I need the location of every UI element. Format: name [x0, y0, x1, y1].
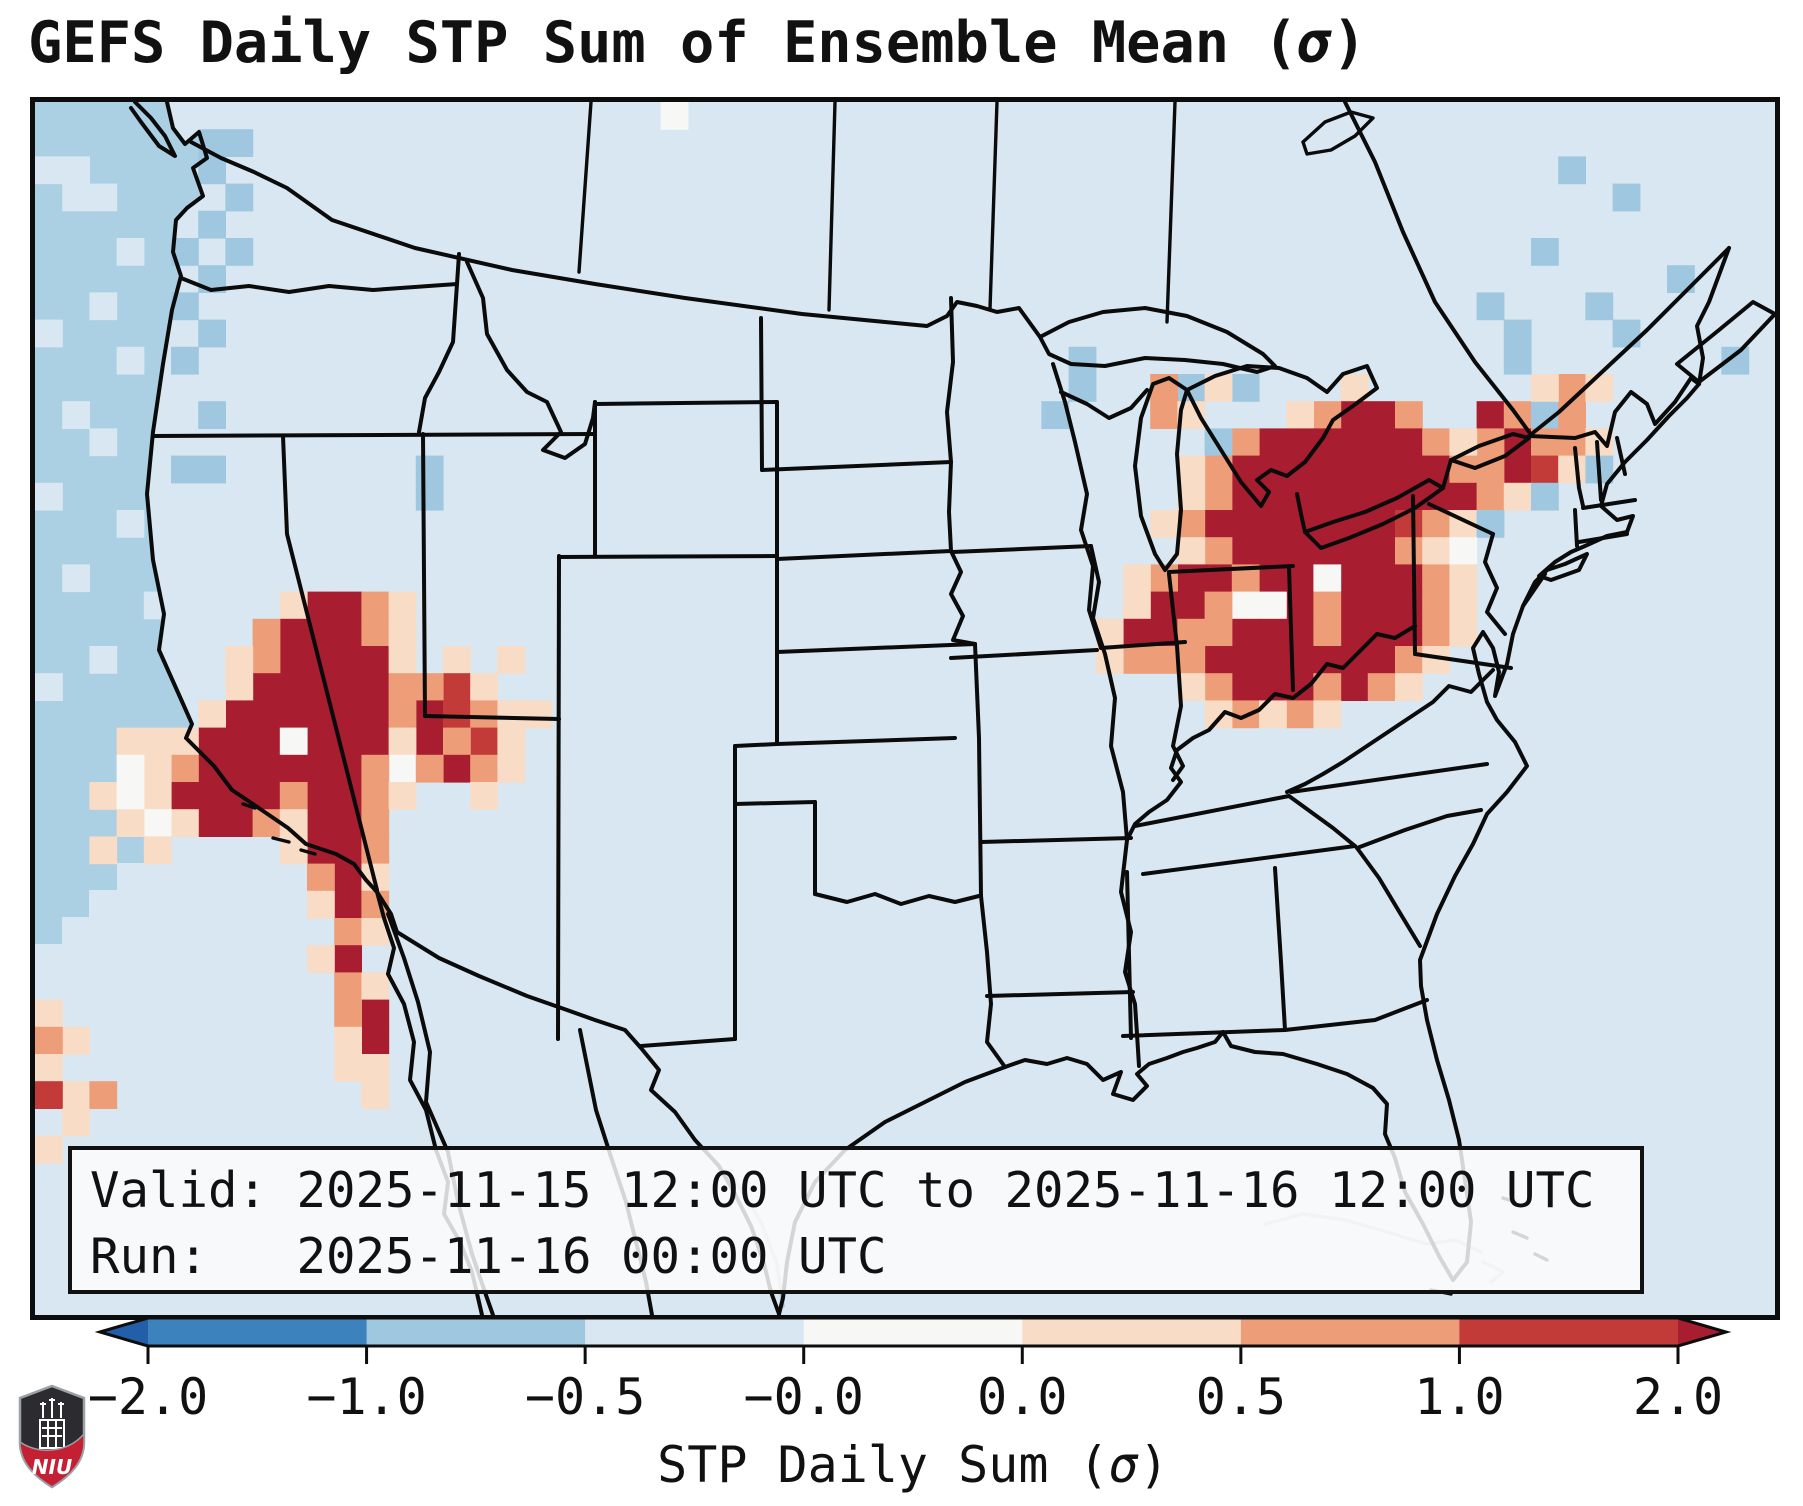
- lake-ontario: [1449, 432, 1531, 470]
- svg-text:−2.0: −2.0: [90, 1368, 208, 1426]
- svg-text:2.0: 2.0: [1633, 1368, 1723, 1426]
- northeast-border: [1527, 376, 1701, 448]
- canada-border: [189, 140, 1042, 339]
- svg-text:−1.0: −1.0: [306, 1368, 426, 1426]
- colorbar: −2.0 −1.0 −0.5 −0.0 0.0 0.5 1.0 2.0 STP Daily S…: [90, 1316, 1732, 1494]
- province-line-1: [577, 102, 593, 274]
- heatmap-cells: [35, 102, 1750, 1164]
- title-text: GEFS Daily STP Sum of Ensemble Mean (: [28, 10, 1298, 76]
- st-lawrence: [1527, 246, 1731, 438]
- coastlines-and-borders: [129, 102, 1775, 1315]
- logo-red-band: [19, 1432, 85, 1488]
- colorbar-segments: [100, 1318, 1726, 1346]
- run-line: Run: 2025-11-16 00:00 UTC: [90, 1228, 887, 1285]
- state-borders: [151, 252, 1637, 1069]
- valid-run-box: Valid: 2025-11-15 12:00 UTC to 2025-11-1…: [68, 1146, 1644, 1294]
- lake-michigan: [1133, 376, 1189, 572]
- niagara-river: [1441, 458, 1453, 490]
- gulf-east-coastline: [1003, 382, 1701, 1282]
- niu-logo: NIU: [18, 1384, 86, 1489]
- province-line-2: [827, 102, 837, 312]
- svg-text:1.0: 1.0: [1414, 1368, 1504, 1426]
- lake-huron: [1185, 364, 1379, 508]
- detroit-river: [1295, 492, 1307, 534]
- colorbar-axis-label: STP Daily Sum (σ): [657, 1436, 1169, 1494]
- province-line-3: [988, 102, 999, 311]
- upper-peninsula-border: [1059, 388, 1149, 420]
- map-frame: [30, 97, 1780, 1320]
- logo-text: NIU: [32, 1455, 72, 1479]
- svg-text:−0.5: −0.5: [525, 1368, 645, 1426]
- svg-text:0.0: 0.0: [977, 1368, 1067, 1426]
- svg-text:0.5: 0.5: [1196, 1368, 1286, 1426]
- title-sigma: σ: [1297, 10, 1333, 76]
- castle-icon: [39, 1398, 65, 1449]
- us-map-svg: [35, 102, 1775, 1315]
- vancouver-island: [129, 102, 177, 158]
- page-title: GEFS Daily STP Sum of Ensemble Mean (σ): [28, 10, 1366, 76]
- valid-line: Valid: 2025-11-15 12:00 UTC to 2025-11-1…: [90, 1162, 1595, 1219]
- lake-nipissing: [1301, 110, 1375, 156]
- svg-text:−0.0: −0.0: [744, 1368, 864, 1426]
- ontario-quebec-border: [1343, 102, 1531, 434]
- great-lakes: [1038, 306, 1531, 572]
- maine-nb-border: [1695, 246, 1731, 386]
- title-suffix: ): [1332, 10, 1367, 76]
- colorbar-ticks: −2.0 −1.0 −0.5 −0.0 0.0 0.5 1.0 2.0: [90, 1346, 1723, 1426]
- province-line-4: [1165, 102, 1177, 324]
- west-coastline: [145, 102, 484, 1315]
